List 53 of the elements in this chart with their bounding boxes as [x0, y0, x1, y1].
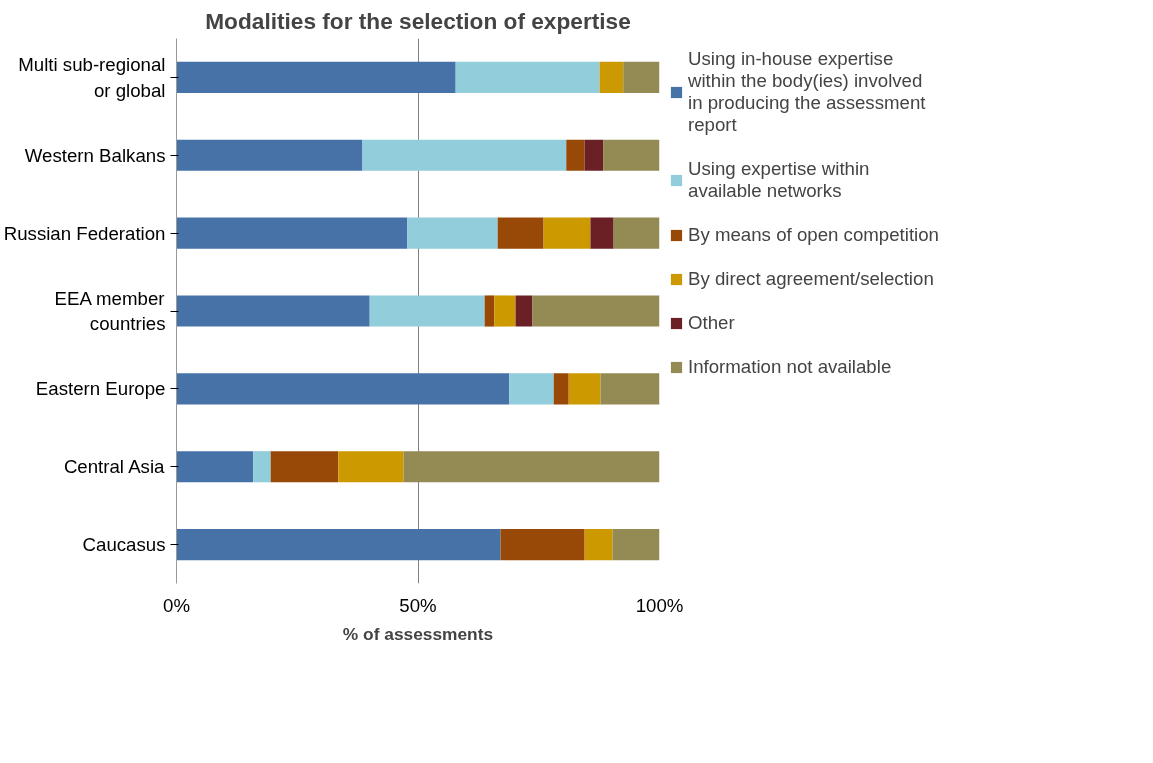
bar — [515, 295, 533, 327]
legend-label: Information not available — [688, 356, 892, 378]
bar — [500, 529, 585, 561]
bar — [338, 451, 404, 483]
bar — [176, 61, 456, 93]
bar — [362, 139, 567, 171]
bar — [176, 295, 370, 327]
legend-label: By means of open competition — [688, 224, 939, 246]
y-tick-label: Russian Federation — [3, 222, 166, 244]
bar — [543, 217, 591, 249]
legend-label: Using in-house expertise within the body(ies) involved in producing the assessment report — [688, 48, 926, 136]
y-tick-label: Central Asia — [63, 456, 166, 478]
bar — [532, 295, 660, 327]
bar — [176, 139, 363, 171]
bar — [590, 217, 614, 249]
legend-label: Other — [688, 312, 735, 334]
bar — [553, 373, 569, 405]
bar — [176, 217, 408, 249]
bar — [568, 373, 601, 405]
bar — [176, 529, 501, 561]
bar — [584, 139, 604, 171]
legend-label: Using expertise within available networks — [688, 158, 870, 202]
bar — [403, 451, 660, 483]
bar — [509, 373, 554, 405]
y-tick-label: Eastern Europe — [35, 378, 166, 400]
x-axis-title: % of assessments — [342, 623, 494, 644]
bar — [497, 217, 544, 249]
bar — [613, 217, 660, 249]
bar — [369, 295, 485, 327]
bar — [566, 139, 585, 171]
bar — [612, 529, 660, 561]
chart-title: Modalities for the selection of expertise — [205, 7, 631, 34]
bar — [494, 295, 516, 327]
bar — [600, 373, 660, 405]
bar — [176, 451, 254, 483]
y-tick-label: Multi sub-regional or global — [18, 54, 166, 101]
bar — [407, 217, 498, 249]
bar — [603, 139, 660, 171]
y-tick-label: Western Balkans — [24, 144, 166, 166]
x-tick-label: 100% — [635, 594, 684, 616]
x-tick-label: 50% — [399, 594, 437, 616]
y-tick-label: Caucasus — [82, 534, 166, 556]
bar — [270, 451, 339, 483]
bar — [176, 373, 510, 405]
y-tick-label: EEA member countries — [54, 287, 166, 335]
bar — [455, 61, 600, 93]
bar — [599, 61, 624, 93]
bar — [623, 61, 660, 93]
x-tick-label: 0% — [163, 594, 190, 616]
bar — [484, 295, 495, 327]
legend-label: By direct agreement/selection — [688, 268, 934, 290]
bar — [584, 529, 613, 561]
bar — [253, 451, 271, 483]
